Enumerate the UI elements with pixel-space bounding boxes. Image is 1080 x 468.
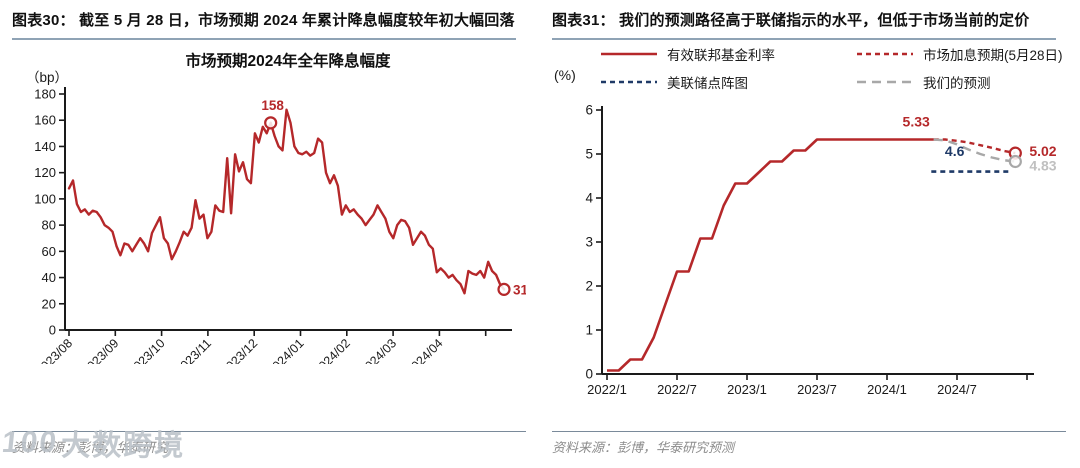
- y-axis-unit-label: (%): [554, 66, 576, 83]
- legend-item-market-pricing: 市场加息预期(5月28日): [856, 44, 1066, 64]
- y-tick-label: 60: [42, 243, 56, 258]
- data-point-label: 4.83: [1029, 157, 1056, 173]
- x-tick-label: 2024/7: [937, 382, 977, 397]
- y-tick-label: 160: [34, 112, 56, 127]
- data-point-marker: [497, 282, 511, 296]
- x-tick-label: 2024/01: [265, 336, 307, 364]
- rate-cut-series-line: [67, 107, 506, 295]
- x-tick-label: 2024/1: [867, 382, 907, 397]
- fig31-title-rule: [552, 37, 1056, 40]
- legend-label: 美联储点阵图: [667, 75, 748, 91]
- cut-expectation-chart: 市场预期2024年全年降息幅度 （bp） 0 20 40 60 80 100 120 140 160…: [26, 51, 526, 364]
- legend-line-sample: [857, 52, 913, 55]
- data-point-marker: [264, 115, 278, 129]
- data-point-marker: [1008, 154, 1022, 168]
- y-tick-label: 80: [42, 217, 56, 232]
- y-tick-label: 3: [585, 234, 593, 249]
- y-axis-unit-label: （bp）: [26, 70, 68, 85]
- x-tick-label: 2022/7: [657, 382, 697, 397]
- x-tick-label: 2024/03: [357, 336, 399, 364]
- rate-series-line: [933, 137, 1016, 154]
- y-tick-label: 40: [42, 270, 56, 285]
- chart30-title: 市场预期2024年全年降息幅度: [186, 51, 391, 70]
- legend-item-our-forecast: 我们的预测: [856, 72, 1066, 92]
- x-tick-label: 2023/1: [727, 382, 767, 397]
- y-tick-label: 20: [42, 296, 56, 311]
- data-point-label: 4.6: [945, 143, 965, 159]
- legend-label: 有效联邦基金利率: [667, 47, 775, 63]
- rate-path-chart: 0 1 2 3 4 5 6 2022/1 2022/7 2023/1 2023/7 2024/1 202…: [585, 102, 1056, 397]
- fig30-panel: 图表30： 截至 5 月 28 日，市场预期 2024 年累计降息幅度较年初大幅…: [12, 12, 526, 468]
- fig30-title-rule: [12, 37, 516, 40]
- x-tick-label: 2024/04: [404, 336, 446, 364]
- fig30-source: 资料来源：彭博，华泰研究: [12, 431, 526, 468]
- y-tick-label: 6: [585, 102, 593, 117]
- fig31-panel: 图表31： 我们的预测路径高于联储指示的水平，但低于市场当前的定价 (%) 有效…: [540, 0, 1080, 468]
- y-tick-label: 4: [585, 190, 593, 205]
- data-point-label: 5.02: [1029, 143, 1056, 159]
- y-tick-label: 140: [34, 138, 56, 153]
- legend-line-sample: [601, 52, 657, 55]
- x-tick-label: 2023/12: [218, 336, 260, 364]
- y-tick-label: 120: [34, 165, 56, 180]
- x-tick-label: 2024/02: [311, 336, 353, 364]
- legend-label: 我们的预测: [923, 75, 991, 91]
- fig30-heading: 图表30： 截至 5 月 28 日，市场预期 2024 年累计降息幅度较年初大幅…: [12, 12, 515, 29]
- fig31-legend: (%) 有效联邦基金利率 市场加息预期(5月28日) 美联储点阵图 我们的预测: [552, 42, 1066, 92]
- fig31-source: 资料来源：彭博，华泰研究预测: [552, 431, 1066, 468]
- fig31-heading: 图表31： 我们的预测路径高于联储指示的水平，但低于市场当前的定价: [552, 12, 1030, 29]
- x-tick-label: 2023/11: [173, 336, 214, 364]
- y-tick-label: 100: [34, 191, 56, 206]
- y-tick-label: 0: [585, 366, 593, 381]
- legend-line-sample: [601, 80, 657, 83]
- y-tick-label: 0: [49, 322, 56, 337]
- legend-line-sample: [857, 80, 913, 83]
- x-tick-label: 2023/08: [33, 336, 75, 364]
- y-tick-label: 180: [34, 86, 56, 101]
- data-point-label: 5.33: [903, 113, 930, 129]
- y-tick-label: 1: [585, 322, 593, 337]
- legend-item-effr: 有效联邦基金利率: [600, 44, 850, 64]
- legend-label: 市场加息预期(5月28日): [923, 47, 1063, 63]
- x-tick-label: 2023/09: [80, 336, 122, 364]
- data-point-label: 158: [261, 97, 284, 112]
- x-tick-label: 2023/10: [126, 336, 168, 364]
- rate-series-line: [607, 137, 934, 372]
- x-tick-label: 2022/1: [587, 382, 627, 397]
- legend-item-dot-plot: 美联储点阵图: [600, 72, 850, 92]
- data-point-label: 31: [513, 282, 526, 297]
- x-tick-label: 2023/7: [797, 382, 837, 397]
- y-tick-label: 5: [585, 146, 593, 161]
- y-tick-label: 2: [585, 278, 593, 293]
